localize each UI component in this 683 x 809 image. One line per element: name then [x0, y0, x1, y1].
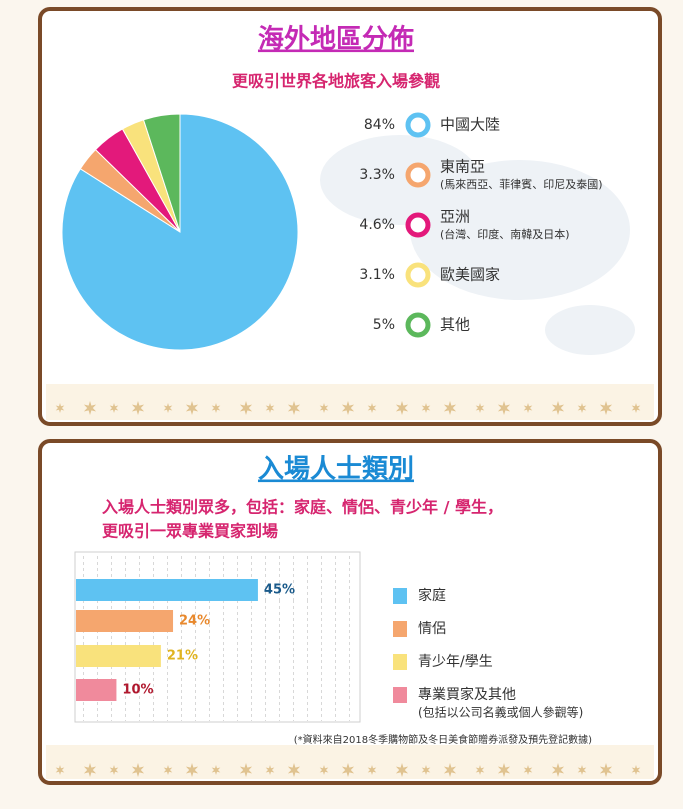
star [163, 403, 173, 413]
star [421, 403, 431, 413]
star [319, 403, 329, 413]
star [577, 765, 587, 775]
star [341, 763, 355, 777]
value-label: 5% [373, 317, 395, 333]
plot-frame [74, 551, 361, 723]
star [577, 403, 587, 413]
stars [55, 401, 641, 777]
value-label: 3.1% [359, 267, 395, 283]
legend-label: 專業買家及其他 [418, 686, 516, 703]
star [265, 403, 275, 413]
star [631, 403, 641, 413]
legend-label: 東南亞 [440, 158, 485, 176]
star [211, 403, 221, 413]
chart-subtitle: 更吸引世界各地旅客入場參觀 [232, 72, 440, 91]
bar [76, 610, 174, 632]
legend-marker [405, 262, 431, 288]
legend-marker [405, 312, 431, 338]
map-background [320, 135, 635, 355]
star [83, 763, 97, 777]
star [287, 763, 301, 777]
star [395, 763, 409, 777]
footnote: (*資料來自2018冬季購物節及冬日美食節贈券派發及預先登記數據) [294, 733, 592, 746]
star [163, 765, 173, 775]
bar [76, 645, 161, 667]
star [475, 765, 485, 775]
star [265, 765, 275, 775]
legend-label: 青少年/學生 [418, 654, 493, 670]
legend-label: 情侶 [418, 621, 446, 637]
star [523, 765, 533, 775]
star [395, 401, 409, 415]
star [341, 401, 355, 415]
star [185, 401, 199, 415]
legend-label: 家庭 [418, 587, 446, 604]
star [443, 763, 457, 777]
chart-title: 海外地區分佈 [258, 24, 414, 55]
value-label: 10% [122, 683, 153, 698]
legend-label: 亞洲 [440, 208, 470, 226]
value-label: 3.3% [359, 167, 395, 183]
star [599, 401, 613, 415]
star [367, 765, 377, 775]
value-label: 45% [264, 583, 295, 598]
star [211, 765, 221, 775]
legend-marker [393, 687, 407, 703]
star [523, 403, 533, 413]
legend-marker [393, 621, 407, 637]
bar [76, 679, 117, 701]
chart-subtitle: 入場人士類別眾多，包括：家庭、情侶、青少年 / 學生， [102, 498, 503, 517]
star [319, 765, 329, 775]
star [185, 763, 199, 777]
legend-label: 中國大陸 [440, 116, 500, 134]
legend-note: (包括以公司名義或個人參觀等) [418, 705, 583, 720]
star [239, 763, 253, 777]
legend-label: 歐美國家 [440, 266, 500, 284]
star [55, 403, 65, 413]
legend-marker [393, 588, 407, 604]
legend-marker [393, 654, 407, 670]
star [109, 765, 119, 775]
star [497, 763, 511, 777]
value-label: 4.6% [359, 217, 395, 233]
legend-note: (馬來西亞、菲律賓、印尼及泰國) [440, 177, 603, 191]
star [131, 763, 145, 777]
star [83, 401, 97, 415]
star [55, 765, 65, 775]
decor-strip [46, 745, 654, 779]
value-label: 84% [364, 117, 395, 133]
legend-marker [405, 162, 431, 188]
chart-title: 入場人士類別 [258, 455, 414, 485]
legend-label: 其他 [440, 316, 470, 334]
star [599, 763, 613, 777]
star [131, 401, 145, 415]
value-label: 21% [167, 649, 198, 664]
decor-strip [46, 384, 654, 420]
star [443, 401, 457, 415]
chart-subtitle: 更吸引一眾專業買家到場 [102, 522, 278, 541]
star [239, 401, 253, 415]
bar [76, 579, 258, 601]
star [551, 763, 565, 777]
legend-note: (台灣、印度、南韓及日本) [440, 227, 570, 241]
star [421, 765, 431, 775]
star [497, 401, 511, 415]
star [551, 401, 565, 415]
star [367, 403, 377, 413]
plot-grid [76, 553, 359, 721]
value-label: 24% [179, 614, 210, 629]
star [631, 765, 641, 775]
legend-marker [405, 212, 431, 238]
star [109, 403, 119, 413]
pie-slice [142, 113, 181, 233]
star [475, 403, 485, 413]
legend-marker [405, 112, 431, 138]
star [287, 401, 301, 415]
